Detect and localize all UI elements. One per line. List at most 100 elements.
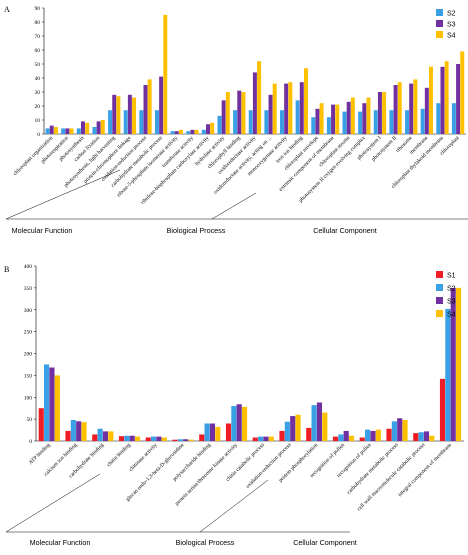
bar-s4 xyxy=(272,83,277,134)
y-tick-label: 90 xyxy=(35,6,41,12)
legend-label-s2: S2 xyxy=(447,11,456,18)
bar-s2 xyxy=(108,110,113,134)
bar-s2 xyxy=(358,111,363,134)
bar-s4 xyxy=(100,120,105,134)
bar-s2 xyxy=(61,128,66,134)
bar-s3 xyxy=(263,436,269,441)
bar-s3 xyxy=(76,421,82,441)
legend-label-s3: S3 xyxy=(447,22,456,29)
y-tick-label: 50 xyxy=(35,62,41,68)
y-tick-label: 40 xyxy=(35,76,41,82)
bar-s2 xyxy=(365,429,371,441)
bar-s2 xyxy=(391,421,397,441)
bar-s1 xyxy=(199,434,205,441)
bar-s3 xyxy=(450,287,456,441)
bar-s2 xyxy=(338,434,344,441)
bar-s4 xyxy=(108,431,114,441)
bar-s1 xyxy=(38,408,44,441)
bar-s3 xyxy=(156,436,162,441)
bar-s3 xyxy=(49,367,55,441)
bar-s1 xyxy=(225,423,232,441)
bar-s3 xyxy=(423,431,430,441)
bar-s4 xyxy=(382,92,387,134)
bar-s2 xyxy=(201,129,206,134)
bar-s4 xyxy=(69,128,74,134)
bar-s3 xyxy=(102,431,109,441)
bar-s3 xyxy=(143,85,148,134)
bar-s3 xyxy=(190,129,195,134)
bar-s1 xyxy=(359,437,365,441)
bar-s2 xyxy=(233,110,238,134)
bar-s1 xyxy=(172,439,178,441)
bar-s3 xyxy=(440,66,445,134)
bar-s2 xyxy=(405,110,410,134)
legend-swatch-s4 xyxy=(436,31,443,38)
bar-s4 xyxy=(350,97,355,134)
legend-label-s4: S4 xyxy=(447,312,456,319)
bar-s2 xyxy=(44,364,50,441)
bar-s3 xyxy=(183,439,189,441)
y-tick-label: 0 xyxy=(29,439,32,445)
bar-s2 xyxy=(123,110,128,134)
bar-s3 xyxy=(315,108,320,134)
bar-s4 xyxy=(178,129,183,134)
group-divider-line xyxy=(5,169,121,220)
bar-s2 xyxy=(280,110,284,134)
bar-s4 xyxy=(319,103,324,134)
bar-s4 xyxy=(147,79,152,134)
bar-s4 xyxy=(429,435,435,441)
y-tick-label: 10 xyxy=(35,118,41,124)
bar-s2 xyxy=(284,421,290,441)
bar-s2 xyxy=(418,432,424,441)
bar-s4 xyxy=(402,420,408,441)
legend-swatch-s2 xyxy=(436,9,443,16)
bar-s4 xyxy=(460,51,465,134)
bar-s2 xyxy=(204,423,210,441)
bar-s2 xyxy=(436,103,441,134)
bar-s3 xyxy=(49,125,54,134)
y-tick-label: 300 xyxy=(24,308,33,314)
y-tick-label: 60 xyxy=(35,48,41,54)
bar-s4 xyxy=(188,439,194,441)
bar-s3 xyxy=(127,94,132,134)
bar-s4 xyxy=(54,375,60,441)
bar-s3 xyxy=(299,82,304,134)
category-label: ATP binding xyxy=(28,442,52,466)
bar-s3 xyxy=(290,416,296,441)
legend-swatch-s3 xyxy=(436,20,443,27)
bar-s3 xyxy=(268,94,273,134)
bar-s3 xyxy=(129,435,135,441)
bar-s4 xyxy=(288,82,293,134)
bar-s2 xyxy=(70,420,76,441)
bar-s3 xyxy=(456,64,461,134)
group-label: Biological Process xyxy=(167,226,226,235)
bar-s2 xyxy=(373,110,378,134)
panel-label: B xyxy=(4,265,9,274)
y-tick-label: 50 xyxy=(27,417,33,423)
legend-swatch-s1 xyxy=(436,271,443,278)
bar-s2 xyxy=(151,436,157,441)
bar-s4 xyxy=(85,122,90,134)
bar-s3 xyxy=(112,94,117,134)
bar-s3 xyxy=(80,121,85,134)
bar-s3 xyxy=(424,87,429,134)
y-tick-label: 150 xyxy=(24,373,33,379)
bar-s3 xyxy=(237,90,242,134)
group-label: Biological Process xyxy=(176,538,235,547)
bar-s2 xyxy=(170,131,175,134)
bar-s3 xyxy=(409,83,414,134)
bar-s4 xyxy=(161,437,167,441)
bar-s3 xyxy=(343,430,349,441)
bar-s3 xyxy=(96,121,101,134)
bar-s2 xyxy=(248,110,253,134)
category-label: oxidoreductase activity, acting on ... xyxy=(213,135,274,196)
bar-s2 xyxy=(45,128,50,134)
bar-s3 xyxy=(316,402,323,441)
bar-s4 xyxy=(53,127,58,134)
bar-s4 xyxy=(444,61,449,135)
bar-s3 xyxy=(346,101,351,134)
bar-s1 xyxy=(439,378,446,441)
bar-s1 xyxy=(306,427,312,441)
